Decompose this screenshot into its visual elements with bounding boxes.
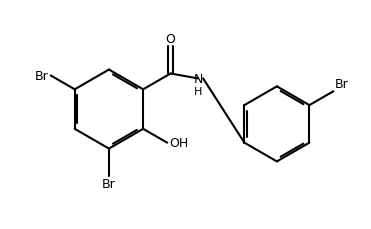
Text: Br: Br: [102, 177, 116, 190]
Text: H: H: [194, 87, 203, 97]
Text: OH: OH: [169, 136, 188, 150]
Text: Br: Br: [35, 70, 49, 83]
Text: N: N: [194, 73, 203, 86]
Text: O: O: [165, 33, 175, 46]
Text: Br: Br: [334, 78, 348, 91]
